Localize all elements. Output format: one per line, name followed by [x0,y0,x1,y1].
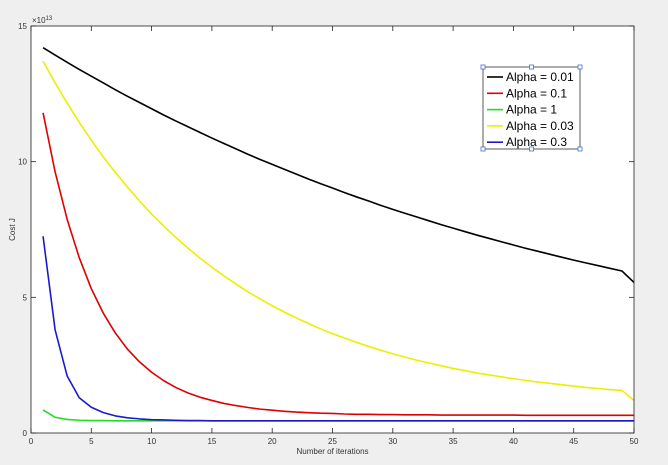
series-line-1 [42,112,634,417]
ticks-layer: 0 5 10 15 20 25 30 35 40 45 50 0 5 10 15 [18,22,639,446]
legend-label-3: Alpha = 0.03 [506,119,574,133]
series-layer [42,47,635,422]
x-tick-label-3: 15 [207,437,216,446]
x-tick-label-9: 45 [569,437,578,446]
legend-label-0: Alpha = 0.01 [506,70,574,84]
x-axis-label: Number of iterations [296,447,368,456]
series-line-0 [42,47,635,283]
y-tick-label-2: 10 [18,158,27,167]
y-tick-label-1: 5 [23,293,28,302]
legend-selection-handles[interactable] [480,64,583,152]
legend-label-4: Alpha = 0.3 [506,135,567,149]
legend-label-1: Alpha = 0.1 [506,86,567,100]
legend-resize-handle-3[interactable] [480,146,486,152]
x-tick-label-8: 40 [509,437,518,446]
legend-resize-handle-1[interactable] [529,64,534,70]
series-line-4 [42,236,634,422]
y-exponent-base: ×10 [32,16,46,25]
y-tick-label-0: 0 [23,429,28,438]
legend-resize-handle-5[interactable] [577,146,583,152]
y-tick-label-3: 15 [18,22,27,31]
x-tick-label-7: 35 [449,437,458,446]
legend[interactable]: Alpha = 0.01 Alpha = 0.1 Alpha = 1 Alpha = … [480,64,583,152]
legend-entries: Alpha = 0.01 Alpha = 0.1 Alpha = 1 Alpha = … [487,70,574,149]
x-tick-label-1: 5 [89,437,94,446]
legend-resize-handle-2[interactable] [577,64,583,70]
legend-resize-handle-0[interactable] [480,64,486,70]
x-tick-label-5: 25 [328,437,337,446]
y-exponent-power: 13 [46,16,53,22]
y-axis-label: Cost J [8,218,17,241]
series-line-3 [42,60,635,402]
x-tick-label-10: 50 [630,437,639,446]
x-tick-label-0: 0 [29,437,34,446]
x-tick-label-2: 10 [147,437,156,446]
x-tick-label-4: 20 [268,437,277,446]
legend-box [482,66,581,150]
x-tick-label-6: 30 [388,437,397,446]
legend-label-2: Alpha = 1 [506,103,557,117]
legend-resize-handle-4[interactable] [529,146,534,152]
y-exponent-label: ×1013 [32,16,53,25]
